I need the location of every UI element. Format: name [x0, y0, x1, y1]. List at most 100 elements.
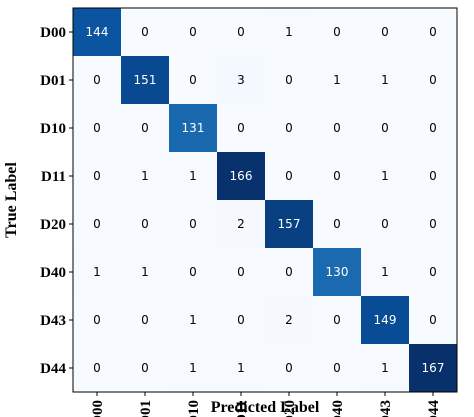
- cell-value-label: 1: [189, 361, 197, 375]
- cell-value-label: 0: [333, 313, 341, 327]
- heatmap-cell: [265, 152, 313, 200]
- cell-value-label: 0: [93, 313, 101, 327]
- heatmap-cell: [73, 200, 121, 248]
- heatmap-cell: [361, 296, 409, 344]
- cell-value-label: 0: [93, 169, 101, 183]
- heatmap-cell: [217, 8, 265, 56]
- heatmap-cell: [217, 104, 265, 152]
- cell-value-label: 0: [189, 73, 197, 87]
- heatmap-cell: [265, 200, 313, 248]
- heatmap-cell: [409, 152, 457, 200]
- cell-value-label: 1: [93, 265, 101, 279]
- cell-value-label: 0: [285, 73, 293, 87]
- cell-value-label: 0: [93, 73, 101, 87]
- heatmap-cell: [313, 8, 361, 56]
- cell-value-label: 1: [189, 169, 197, 183]
- cell-value-label: 144: [86, 25, 109, 39]
- y-tick-label: D11: [41, 169, 66, 185]
- x-tick-label: D44: [426, 400, 442, 417]
- cell-value-label: 1: [285, 25, 293, 39]
- x-tick-label: D43: [378, 400, 394, 417]
- cell-value-label: 166: [230, 169, 253, 183]
- heatmap-cell: [169, 344, 217, 392]
- heatmap-cell: [217, 56, 265, 104]
- cell-value-label: 0: [141, 121, 149, 135]
- cell-value-label: 0: [237, 121, 245, 135]
- cell-value-label: 0: [429, 121, 437, 135]
- heatmap-cell: [265, 56, 313, 104]
- heatmap-cell: [265, 344, 313, 392]
- x-tick-label: D10: [186, 400, 202, 417]
- cell-value-label: 1: [141, 265, 149, 279]
- cell-value-label: 151: [134, 73, 157, 87]
- heatmap-cell: [361, 248, 409, 296]
- heatmap-cell: [169, 200, 217, 248]
- heatmap-cell: [121, 248, 169, 296]
- cell-value-label: 0: [381, 217, 389, 231]
- cell-value-label: 0: [93, 361, 101, 375]
- cell-value-label: 0: [285, 361, 293, 375]
- x-tick-label: D01: [138, 400, 154, 417]
- cell-value-label: 2: [237, 217, 245, 231]
- cell-value-label: 0: [285, 169, 293, 183]
- cell-value-label: 0: [429, 313, 437, 327]
- heatmap-cell: [265, 296, 313, 344]
- heatmap-cell: [313, 296, 361, 344]
- cell-value-label: 167: [422, 361, 445, 375]
- heatmap-cell: [217, 152, 265, 200]
- x-tick-label: D11: [234, 400, 250, 417]
- cell-value-label: 0: [93, 121, 101, 135]
- heatmap-cell: [73, 104, 121, 152]
- heatmap-cell: [169, 152, 217, 200]
- cell-value-label: 1: [333, 73, 341, 87]
- cell-value-label: 0: [333, 217, 341, 231]
- cell-value-label: 0: [429, 73, 437, 87]
- heatmap-cell: [73, 8, 121, 56]
- cell-value-label: 0: [237, 25, 245, 39]
- heatmap-cell: [313, 248, 361, 296]
- cell-value-label: 1: [189, 313, 197, 327]
- heatmap-cell: [265, 104, 313, 152]
- y-tick-label: D01: [40, 73, 66, 89]
- cell-value-label: 3: [237, 73, 245, 87]
- heatmap-cell: [409, 56, 457, 104]
- cell-value-label: 0: [141, 313, 149, 327]
- y-tick-label: D44: [40, 361, 66, 377]
- cell-value-label: 0: [333, 25, 341, 39]
- cell-value-label: 1: [141, 169, 149, 183]
- cell-value-label: 0: [237, 313, 245, 327]
- cell-value-label: 130: [326, 265, 349, 279]
- cell-value-label: 1: [381, 169, 389, 183]
- plot-frame: [72, 7, 458, 393]
- x-tick-label: D20: [282, 400, 298, 417]
- heatmap-cell: [313, 152, 361, 200]
- x-tick-labels: D00 D01 D10 D11 D20 D40 D43 D44: [90, 392, 442, 417]
- cell-value-label: 0: [381, 25, 389, 39]
- cell-value-label: 149: [374, 313, 397, 327]
- heatmap-cell: [361, 344, 409, 392]
- cell-value-label: 0: [141, 361, 149, 375]
- heatmap-cell: [361, 104, 409, 152]
- heatmap-cells: 144 0 0 0 1 0 0 0 0 151 0 3 0 1 1 0 0 0 131 0 0 0 0 0 0 1 1 166 0 0 1 0…: [73, 8, 457, 392]
- heatmap-cell: [313, 200, 361, 248]
- cell-value-label: 1: [381, 73, 389, 87]
- y-tick-labels: D00 D01 D10 D11 D20 D40 D43 D44: [40, 25, 73, 377]
- cell-value-label: 0: [237, 265, 245, 279]
- x-tick-label: D40: [330, 400, 346, 417]
- cell-value-label: 1: [381, 361, 389, 375]
- heatmap-cell: [73, 56, 121, 104]
- x-axis-title: Predicted Label: [211, 399, 320, 416]
- heatmap-cell: [73, 152, 121, 200]
- cell-value-label: 0: [285, 265, 293, 279]
- heatmap-cell: [409, 104, 457, 152]
- cell-value-label: 1: [237, 361, 245, 375]
- cell-value-label: 0: [429, 217, 437, 231]
- x-tick-label: D00: [90, 400, 106, 417]
- heatmap-cell: [361, 200, 409, 248]
- heatmap-cell: [361, 56, 409, 104]
- cell-value-label: 131: [182, 121, 205, 135]
- heatmap-cell: [409, 200, 457, 248]
- y-tick-label: D00: [40, 25, 66, 41]
- y-tick-label: D10: [40, 121, 66, 137]
- heatmap-cell: [409, 296, 457, 344]
